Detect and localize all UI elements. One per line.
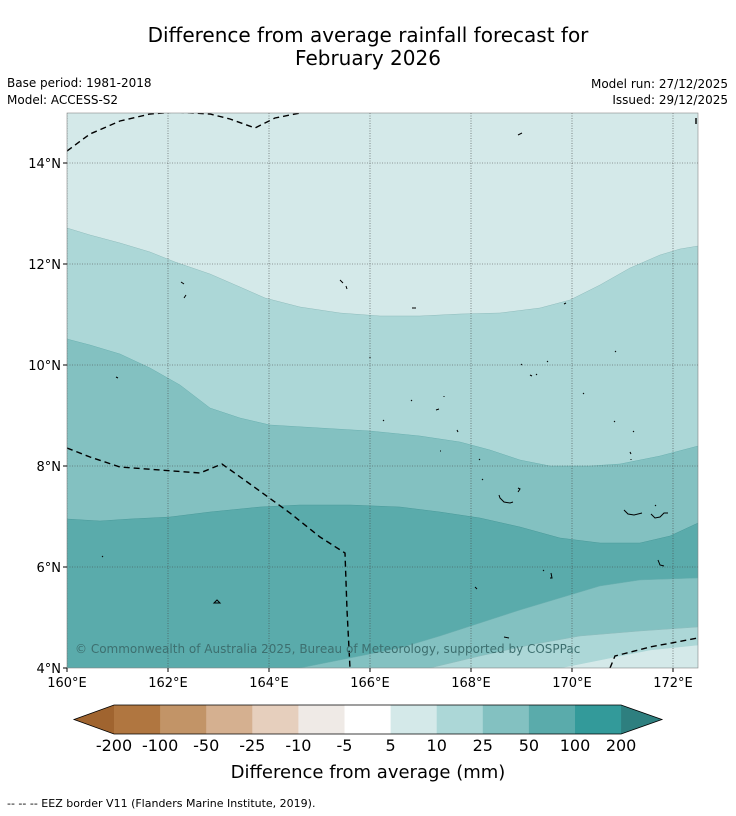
lat-label-8n: 8°N xyxy=(37,460,62,475)
colorbar-swatch xyxy=(528,705,576,734)
colorbar-title: Difference from average (mm) xyxy=(230,762,506,783)
base-period: Base period: 1981-2018 xyxy=(7,76,152,90)
colorbar-tick-label: 5 xyxy=(385,736,396,755)
graticule xyxy=(67,113,698,668)
colorbar-tick-label: -50 xyxy=(193,736,220,755)
lat-label-4n: 4°N xyxy=(37,662,62,677)
colorbar-swatch xyxy=(252,705,299,734)
axis-ticks xyxy=(63,162,674,672)
colorbar-tick-label: 25 xyxy=(472,736,493,755)
colorbar-tick-label: -5 xyxy=(336,736,353,755)
lat-label-6n: 6°N xyxy=(37,561,62,576)
copyright-notice: © Commonwealth of Australia 2025, Bureau… xyxy=(75,642,580,656)
lon-label-162e: 162°E xyxy=(148,676,188,691)
colorbar-extend-low xyxy=(74,705,114,734)
colorbar-swatch xyxy=(344,705,392,734)
colorbar-tick-label: -10 xyxy=(285,736,312,755)
colorbar-extend-high xyxy=(621,705,662,734)
colorbar-tick-label: -100 xyxy=(141,736,179,755)
colorbar-swatch xyxy=(114,705,161,734)
eez-footnote: -- -- -- EEZ border V11 (Flanders Marine… xyxy=(7,797,316,810)
colorbar-swatch xyxy=(206,705,253,734)
lat-label-10n: 10°N xyxy=(28,359,61,374)
colorbar-outline xyxy=(72,704,664,735)
colorbar-tick-label: 200 xyxy=(605,736,637,755)
colorbar-swatch xyxy=(482,705,530,734)
colorbar-swatch xyxy=(298,705,345,734)
band-5-10-south xyxy=(559,644,698,668)
colorbar-tick-label: 50 xyxy=(518,736,540,755)
colorbar-swatch xyxy=(160,705,207,734)
eez-border xyxy=(67,113,698,668)
lon-label-166e: 166°E xyxy=(350,676,390,691)
lat-label-14n: 14°N xyxy=(28,157,61,172)
map-title-line2: February 2026 xyxy=(295,46,441,70)
lon-label-170e: 170°E xyxy=(552,676,592,691)
issued-date: Issued: 29/12/2025 xyxy=(612,93,728,107)
colorbar-swatch xyxy=(390,705,438,734)
colorbar-swatch xyxy=(436,705,484,734)
map-frame xyxy=(66,112,699,669)
colorbar-tick-label: 10 xyxy=(426,736,447,755)
colorbar-tick-label: -25 xyxy=(239,736,266,755)
map-area xyxy=(67,113,698,668)
map-title-line1: Difference from average rainfall forecas… xyxy=(147,23,589,47)
colorbar-tick-label: 100 xyxy=(559,736,591,755)
colorbar-tick-label: -200 xyxy=(95,736,133,755)
colorbar-swatch xyxy=(575,705,622,734)
lon-label-164e: 164°E xyxy=(249,676,289,691)
lat-label-12n: 12°N xyxy=(28,258,61,273)
lon-label-160e: 160°E xyxy=(47,676,87,691)
islands xyxy=(101,132,668,639)
model-name: Model: ACCESS-S2 xyxy=(7,93,119,107)
colorbar xyxy=(72,704,664,735)
lon-label-168e: 168°E xyxy=(451,676,491,691)
model-run: Model run: 27/12/2025 xyxy=(590,77,728,91)
lon-label-172e: 172°E xyxy=(653,676,693,691)
